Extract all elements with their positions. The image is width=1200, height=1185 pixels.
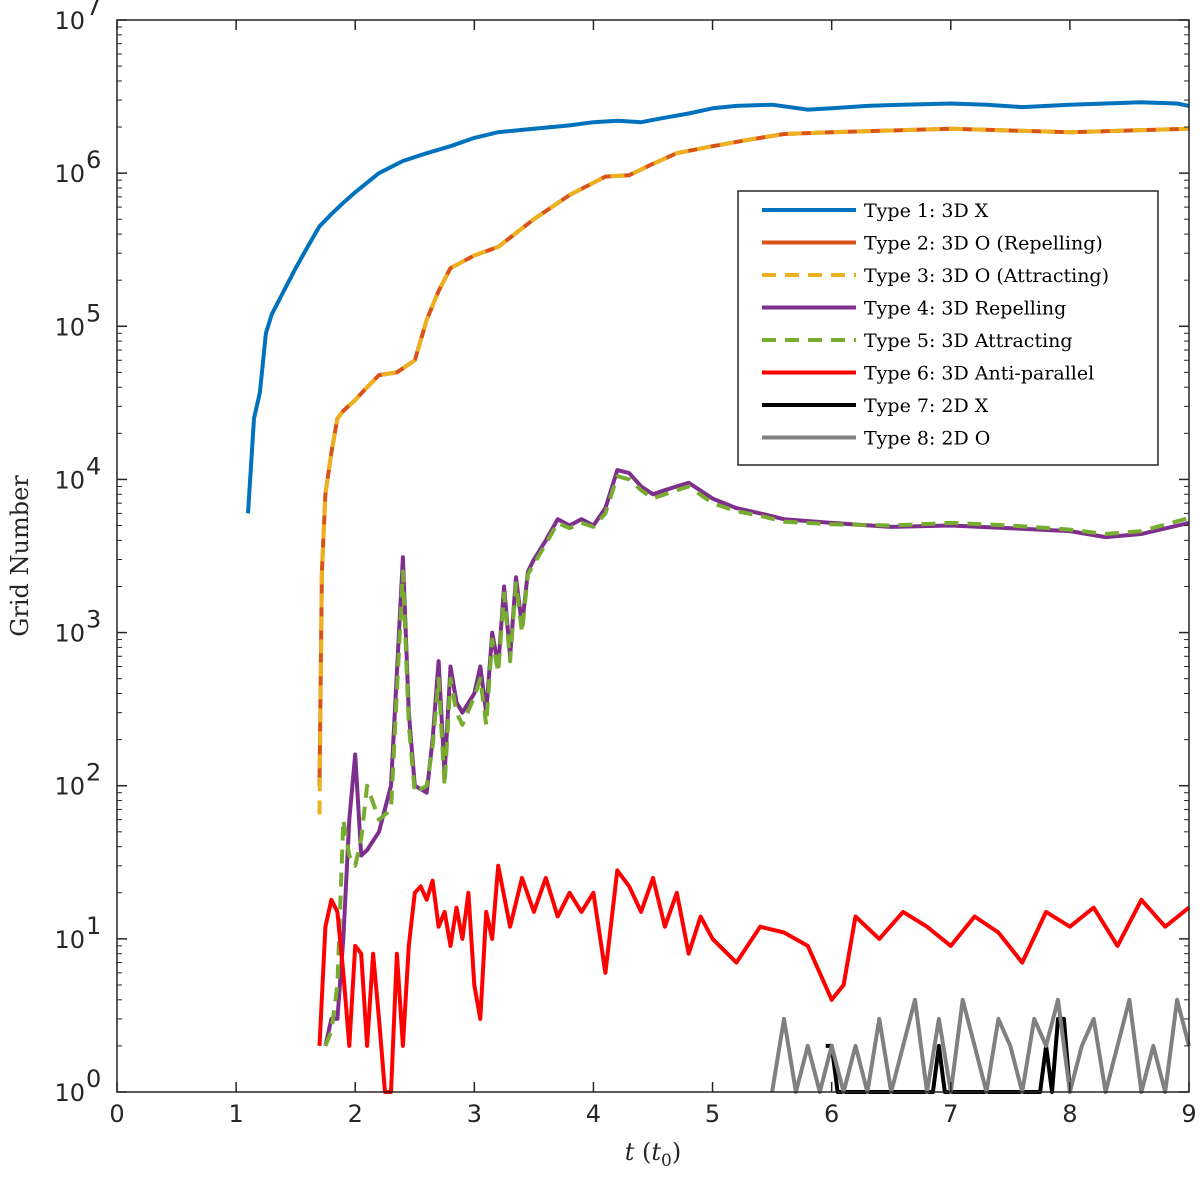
y-tick-label: 10: [54, 773, 85, 801]
x-tick-label: 7: [943, 1100, 958, 1128]
legend-label-type-3: Type 3: 3D O (Attracting): [864, 265, 1109, 287]
y-axis-label: Grid Number: [6, 475, 34, 637]
y-tick-label: 10: [54, 620, 85, 648]
x-tick-label: 3: [467, 1100, 482, 1128]
y-tick-exponent: 3: [86, 606, 101, 634]
y-tick-exponent: 5: [86, 299, 101, 327]
legend-label-type-5: Type 5: 3D Attracting: [864, 330, 1073, 352]
legend-box: [737, 190, 1159, 466]
y-tick-exponent: 2: [86, 759, 101, 787]
legend-label-type-1: Type 1: 3D X: [864, 200, 989, 222]
x-tick-label: 0: [109, 1100, 124, 1128]
x-tick-label: 9: [1181, 1100, 1196, 1128]
legend-label-type-4: Type 4: 3D Repelling: [864, 298, 1066, 320]
x-tick-label: 2: [348, 1100, 363, 1128]
series-layer: [246, 100, 1191, 1094]
legend-label-type-8: Type 8: 2D O: [864, 428, 990, 450]
legend-label-type-2: Type 2: 3D O (Repelling): [864, 233, 1103, 255]
legend-label-type-6: Type 6: 3D Anti-parallel: [864, 363, 1094, 385]
series-line-type-8: [770, 997, 1191, 1094]
y-tick-label: 10: [54, 7, 85, 35]
y-tick-label: 10: [54, 466, 85, 494]
y-tick-exponent: 1: [86, 912, 101, 940]
x-axis-label: t (t0): [625, 1138, 682, 1171]
plot-frame: [116, 19, 1190, 1093]
x-tick-label: 8: [1062, 1100, 1077, 1128]
y-tick-label: 10: [54, 313, 85, 341]
y-tick-exponent: 4: [86, 452, 101, 480]
y-tick-exponent: 6: [86, 146, 101, 174]
series-line-type-5: [323, 474, 1190, 1047]
x-tick-label: 4: [586, 1100, 601, 1128]
y-tick-label: 10: [54, 1079, 85, 1107]
y-tick-label: 10: [54, 160, 85, 188]
y-tick-label: 10: [54, 926, 85, 954]
x-tick-label: 1: [228, 1100, 243, 1128]
x-tick-label: 6: [824, 1100, 839, 1128]
series-line-type-1: [246, 100, 1190, 514]
legend-label-type-7: Type 7: 2D X: [864, 395, 989, 417]
y-tick-exponent: 7: [86, 0, 101, 21]
legend: Type 1: 3D X Type 2: 3D O (Repelling) Type…: [737, 190, 1159, 466]
x-tick-label: 5: [705, 1100, 720, 1128]
series-line-type-3: [317, 126, 1190, 815]
y-tick-exponent: 0: [86, 1065, 101, 1093]
